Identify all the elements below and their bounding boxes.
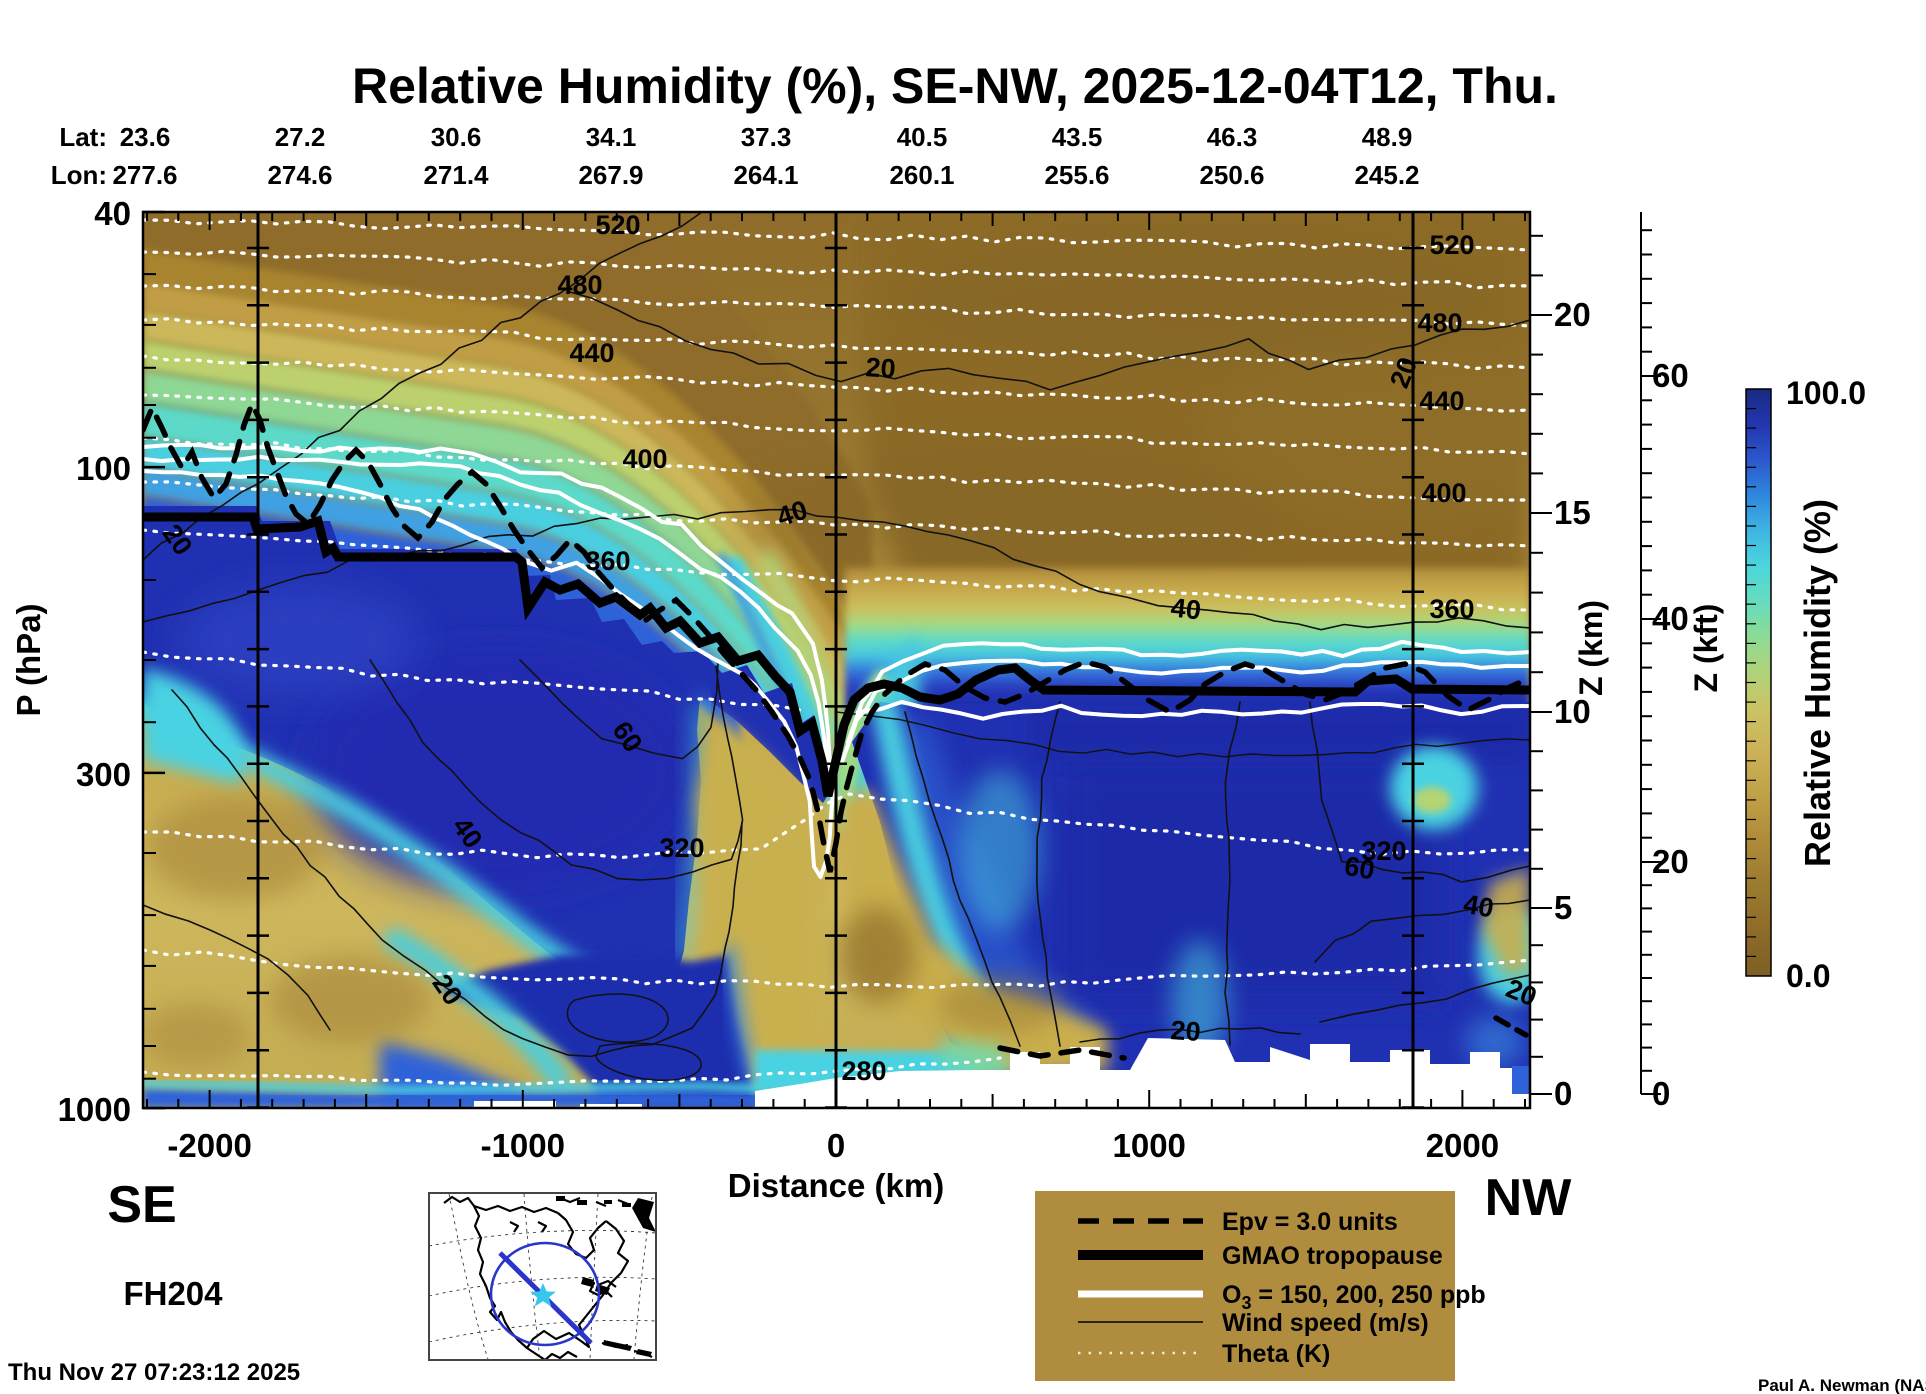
svg-text:400: 400	[1421, 478, 1466, 508]
svg-text:34.1: 34.1	[586, 122, 637, 152]
svg-text:0.0: 0.0	[1786, 958, 1830, 994]
svg-text:Distance (km): Distance (km)	[728, 1167, 944, 1204]
svg-text:46.3: 46.3	[1207, 122, 1258, 152]
svg-text:60: 60	[1342, 851, 1377, 886]
svg-text:37.3: 37.3	[741, 122, 792, 152]
svg-text:40: 40	[94, 195, 131, 232]
svg-text:Relative Humidity (%), SE-NW,: Relative Humidity (%), SE-NW, 2025-12-04…	[352, 58, 1558, 114]
svg-text:40: 40	[1461, 889, 1496, 924]
svg-text:1000: 1000	[1112, 1127, 1185, 1164]
svg-text:20: 20	[1554, 296, 1591, 333]
svg-text:255.6: 255.6	[1044, 160, 1109, 190]
svg-text:15: 15	[1554, 494, 1591, 531]
svg-text:20: 20	[1170, 1015, 1202, 1047]
svg-text:264.1: 264.1	[733, 160, 798, 190]
svg-text:267.9: 267.9	[578, 160, 643, 190]
svg-text:Lon:: Lon:	[51, 160, 107, 190]
svg-text:P (hPa): P (hPa)	[10, 603, 47, 716]
svg-text:480: 480	[557, 270, 602, 300]
svg-text:27.2: 27.2	[275, 122, 326, 152]
svg-text:60: 60	[1652, 357, 1689, 394]
svg-text:320: 320	[1361, 836, 1406, 866]
svg-text:360: 360	[585, 546, 630, 576]
svg-text:GMAO tropopause: GMAO tropopause	[1222, 1242, 1443, 1270]
svg-text:40: 40	[1652, 600, 1689, 637]
svg-text:40: 40	[1169, 593, 1202, 626]
svg-text:SE: SE	[107, 1176, 176, 1234]
svg-text:Z (km): Z (km)	[1573, 600, 1609, 696]
svg-text:43.5: 43.5	[1052, 122, 1103, 152]
svg-text:100.0: 100.0	[1786, 375, 1866, 411]
svg-text:0: 0	[1554, 1075, 1572, 1112]
svg-text:520: 520	[595, 210, 640, 240]
svg-text:48.9: 48.9	[1362, 122, 1413, 152]
svg-text:Theta (K): Theta (K)	[1222, 1340, 1330, 1368]
svg-text:0: 0	[1652, 1075, 1670, 1112]
svg-text:20: 20	[1652, 843, 1689, 880]
svg-text:O3 = 150, 200, 250 ppb: O3 = 150, 200, 250 ppb	[1222, 1281, 1486, 1313]
svg-text:440: 440	[1419, 386, 1464, 416]
svg-text:Wind speed (m/s): Wind speed (m/s)	[1222, 1309, 1429, 1337]
svg-text:Relative Humidity (%): Relative Humidity (%)	[1797, 499, 1838, 867]
svg-text:Paul A. Newman (NASA: Paul A. Newman (NASA	[1758, 1376, 1926, 1394]
svg-text:277.6: 277.6	[112, 160, 177, 190]
svg-text:245.2: 245.2	[1354, 160, 1419, 190]
svg-text:0: 0	[827, 1127, 845, 1164]
svg-text:250.6: 250.6	[1199, 160, 1264, 190]
svg-text:274.6: 274.6	[267, 160, 332, 190]
svg-text:440: 440	[569, 338, 614, 368]
svg-text:520: 520	[1429, 230, 1474, 260]
svg-text:271.4: 271.4	[423, 160, 489, 190]
svg-text:NW: NW	[1485, 1169, 1573, 1227]
svg-text:5: 5	[1554, 889, 1572, 926]
svg-text:-1000: -1000	[481, 1127, 565, 1164]
svg-text:Lat:: Lat:	[59, 122, 107, 152]
svg-text:23.6: 23.6	[120, 122, 171, 152]
svg-text:100: 100	[76, 450, 131, 487]
svg-text:1000: 1000	[58, 1091, 131, 1128]
svg-text:10: 10	[1554, 693, 1591, 730]
svg-text:320: 320	[659, 833, 704, 863]
svg-text:Epv = 3.0 units: Epv = 3.0 units	[1222, 1208, 1398, 1236]
svg-text:Z (kft): Z (kft)	[1688, 604, 1724, 693]
svg-text:260.1: 260.1	[889, 160, 954, 190]
svg-text:20: 20	[865, 352, 897, 384]
svg-text:30.6: 30.6	[431, 122, 482, 152]
svg-text:FH204: FH204	[123, 1275, 223, 1312]
svg-text:-2000: -2000	[167, 1127, 251, 1164]
svg-text:Thu Nov 27 07:23:12 2025: Thu Nov 27 07:23:12 2025	[8, 1359, 300, 1386]
svg-text:480: 480	[1417, 308, 1462, 338]
svg-text:400: 400	[622, 444, 667, 474]
svg-text:280: 280	[841, 1056, 886, 1086]
svg-text:2000: 2000	[1426, 1127, 1499, 1164]
svg-text:300: 300	[76, 756, 131, 793]
svg-text:40.5: 40.5	[897, 122, 948, 152]
svg-text:360: 360	[1429, 594, 1474, 624]
